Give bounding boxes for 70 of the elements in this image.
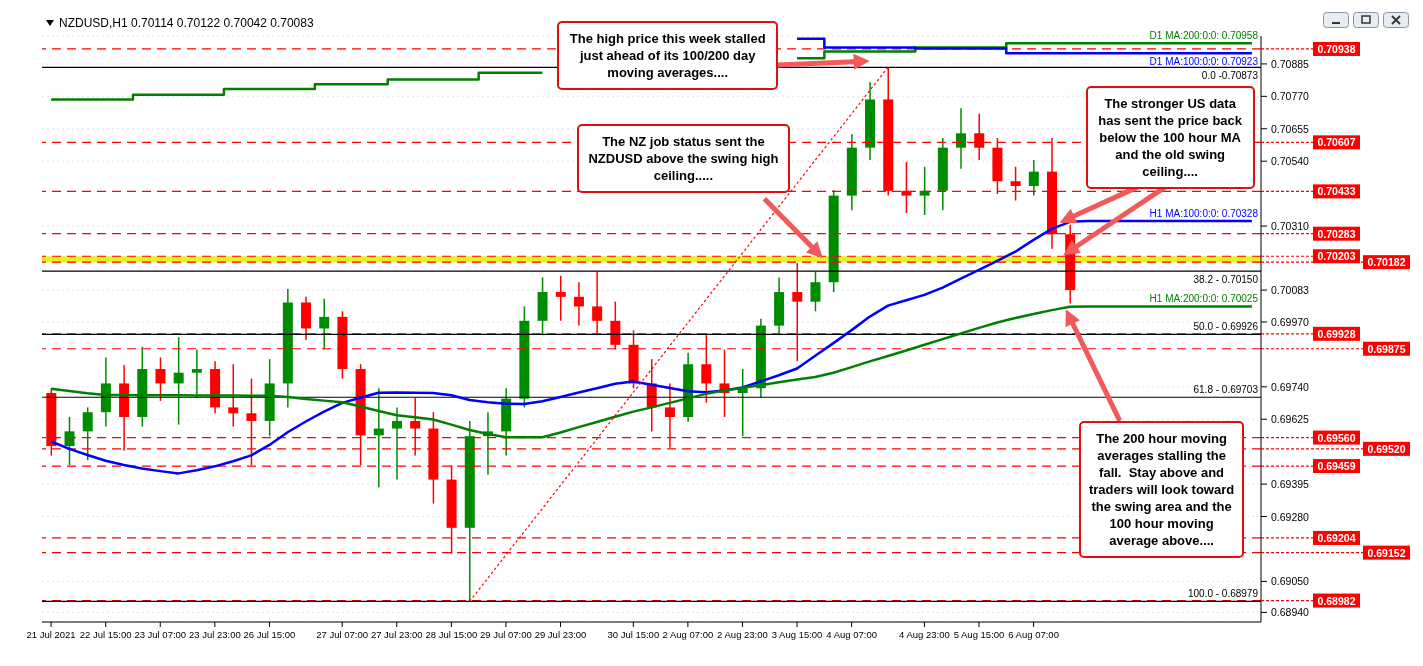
candlestick [319,298,330,351]
x-tick-label: 23 Jul 07:00 [134,629,187,640]
annotation: 100.0 - 0.68979 [1187,588,1259,600]
callout: The stronger US data has sent the price back below the 100 hour MA and the old swing ceiling.... [1085,86,1255,190]
candlestick [573,281,584,327]
x-tick-label: 4 Aug 07:00 [826,629,877,640]
x-tick-label: 27 Jul 07:00 [316,629,369,640]
x-tick-label: 22 Jul 15:00 [79,629,132,640]
x-tick-label: 2 Aug 23:00 [717,629,768,640]
ref-line-label: 0.70182 [1367,256,1406,269]
annotation: 38.2 - 0.70150 [1193,274,1259,286]
ref-line-label: 0.70203 [1317,250,1356,263]
ref-line-label: 0.69928 [1317,327,1356,340]
ref-line-label: 0.69560 [1317,431,1356,444]
series-label: D1 MA:100:0:0: 0.70923 [1149,56,1259,68]
callout: The NZ job status sent the NZDUSD above the swing high ceiling..... [577,123,790,193]
ref-line-label: 0.69204 [1317,531,1356,544]
candlestick [1028,159,1039,197]
callout: The high price this week stalled just ahead of its 100/200 day moving averages.... [557,20,778,90]
candlestick [228,363,239,428]
y-tick-label: 0.69740 [1271,380,1310,393]
candlestick [555,274,566,322]
y-tick-label: 0.69395 [1271,478,1310,491]
ref-line-label: 0.69152 [1367,546,1406,559]
y-tick-label: 0.69970 [1271,315,1310,328]
callout: The 200 hour moving averages stalling the fall. Stay above and traders will look toward the swing area and the 100 hour moving average above.... [1079,420,1244,558]
x-tick-label: 5 Aug 15:00 [953,629,1005,640]
ref-line-label: 0.69459 [1317,460,1356,473]
y-tick-label: 0.68940 [1271,606,1310,619]
ref-line-label: 0.69520 [1367,442,1406,455]
y-tick-label: 0.70310 [1271,220,1310,233]
candlestick [82,406,93,461]
ref-line-label: 0.69875 [1367,342,1406,355]
y-tick-label: 0.69050 [1271,575,1310,588]
candlestick [810,271,821,312]
x-tick-label: 2 Aug 07:00 [662,629,714,640]
ref-line-label: 0.70607 [1317,136,1356,149]
x-tick-label: 30 Jul 15:00 [607,629,660,640]
annotation: 61.8 - 0.69703 [1193,384,1259,396]
chart-title: NZDUSD,H1 0.70114 0.70122 0.70042 0.70083 [59,16,314,30]
x-tick-label: 6 Aug 07:00 [1008,629,1059,640]
y-tick-label: 0.69280 [1271,510,1310,523]
x-tick-label: 4 Aug 23:00 [899,629,950,640]
y-tick-label: 0.70885 [1271,57,1310,70]
x-tick-label: 21 Jul 2021 [26,629,76,640]
candlestick [956,107,967,170]
series-label: H1 MA:200:0:0: 0.70025 [1149,293,1259,305]
annotation: 50.0 - 0.69926 [1193,321,1259,333]
x-tick-label: 3 Aug 15:00 [771,629,823,640]
y-tick-label: 0.69625 [1271,413,1310,426]
y-tick-label: 0.70770 [1271,90,1310,103]
x-tick-label: 26 Jul 15:00 [243,629,296,640]
ref-line-label: 0.70433 [1317,185,1356,198]
candlestick [173,336,184,426]
x-tick-label: 29 Jul 07:00 [480,629,532,640]
candlestick [155,356,166,402]
x-tick-label: 27 Jul 23:00 [370,629,423,640]
ref-line-label: 0.70938 [1317,42,1356,55]
y-tick-label: 0.70540 [1271,155,1310,168]
x-tick-label: 29 Jul 23:00 [534,629,587,640]
series-label: H1 MA:100:0:0: 0.70328 [1149,207,1259,219]
y-tick-label: 0.70655 [1271,122,1310,135]
candlestick [64,416,75,466]
ref-line-label: 0.68982 [1317,594,1356,607]
x-tick-label: 28 Jul 15:00 [425,629,478,640]
x-tick-label: 23 Jul 23:00 [188,629,241,640]
series-label: D1 MA:200:0:0: 0.70958 [1149,30,1259,42]
y-tick-label: 0.70083 [1271,284,1310,297]
annotation: 0.0 -0.70873 [1201,70,1259,82]
ref-line-label: 0.70283 [1317,227,1356,240]
